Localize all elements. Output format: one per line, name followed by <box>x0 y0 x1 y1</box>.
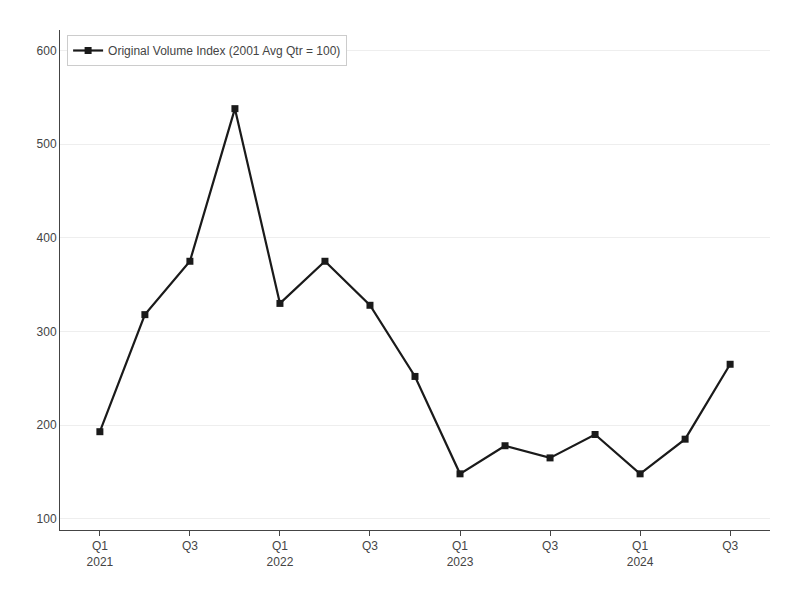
svg-text:Q3: Q3 <box>362 539 378 553</box>
svg-text:300: 300 <box>37 325 57 339</box>
svg-text:200: 200 <box>37 418 57 432</box>
svg-text:Q3: Q3 <box>722 539 738 553</box>
svg-text:Q3: Q3 <box>542 539 558 553</box>
svg-text:Q12024: Q12024 <box>627 539 654 569</box>
svg-text:Q3: Q3 <box>182 539 198 553</box>
svg-text:600: 600 <box>37 44 57 58</box>
svg-text:Q12021: Q12021 <box>87 539 114 569</box>
svg-text:400: 400 <box>37 231 57 245</box>
svg-text:100: 100 <box>37 512 57 526</box>
svg-text:500: 500 <box>37 137 57 151</box>
svg-text:Original Volume Index (2001 Av: Original Volume Index (2001 Avg Qtr = 10… <box>108 44 340 58</box>
svg-text:Q12022: Q12022 <box>267 539 294 569</box>
svg-text:Q12023: Q12023 <box>447 539 474 569</box>
